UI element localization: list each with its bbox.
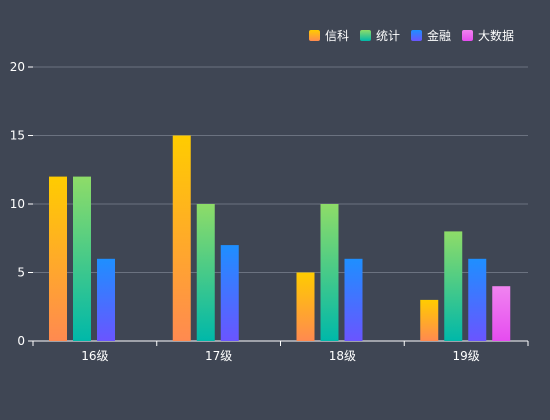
bar-1-2 [172, 135, 191, 341]
bar-2-4 [444, 231, 463, 341]
legend-item[interactable]: 大数据 [462, 28, 514, 43]
legend-label: 信科 [325, 29, 349, 43]
y-tick-label: 5 [17, 266, 25, 280]
x-tick-label: 19级 [452, 349, 479, 363]
legend-swatch [360, 30, 371, 41]
bar-2-2 [196, 204, 215, 341]
y-tick-label: 0 [17, 334, 25, 348]
legend-label: 统计 [376, 29, 400, 43]
bar-1-3 [296, 272, 315, 341]
legend-swatch [309, 30, 320, 41]
legend: 信科 统计 金融 大数据 [309, 28, 514, 43]
legend-item[interactable]: 信科 [309, 29, 349, 43]
y-tick-label: 10 [10, 197, 25, 211]
legend-label: 大数据 [478, 28, 514, 43]
legend-swatch [462, 30, 473, 41]
bar-3-3 [344, 258, 363, 341]
axes: 0 5 10 15 20 16级 17级 18级 19级 [10, 60, 529, 363]
x-tick-label: 16级 [81, 349, 108, 363]
bar-1-4 [420, 299, 439, 341]
bar-3-4 [468, 258, 487, 341]
bar-3-2 [220, 245, 239, 341]
y-tick-label: 20 [10, 60, 25, 74]
bar-1-1 [49, 176, 67, 341]
x-tick-label: 17级 [205, 349, 232, 363]
legend-item[interactable]: 金融 [411, 28, 451, 43]
bar-4-4 [492, 286, 511, 341]
legend-item[interactable]: 统计 [360, 29, 400, 43]
bars [49, 135, 511, 341]
bar-3-1 [97, 258, 115, 341]
bar-2-1 [73, 176, 91, 341]
bar-2-3 [320, 204, 339, 341]
legend-label: 金融 [427, 28, 451, 43]
x-tick-label: 18级 [329, 349, 356, 363]
y-tick-label: 15 [10, 129, 25, 143]
legend-swatch [411, 30, 422, 41]
